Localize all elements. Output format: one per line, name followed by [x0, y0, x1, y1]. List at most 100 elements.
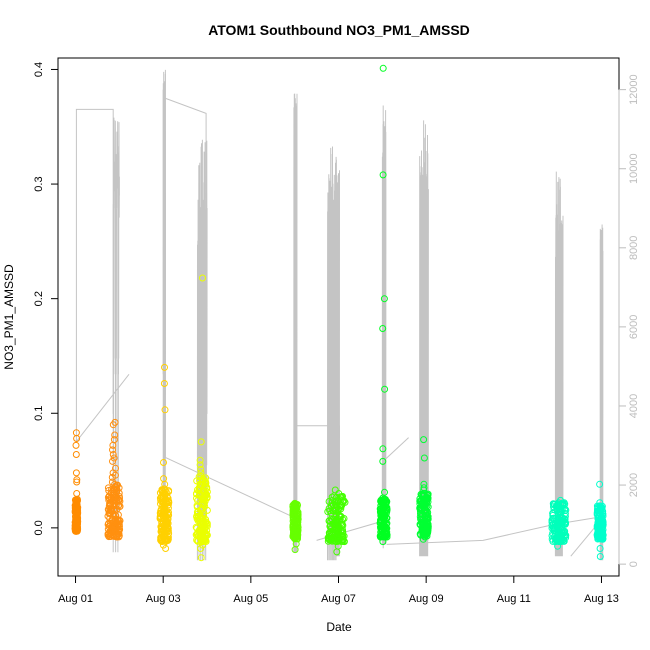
data-point [555, 499, 562, 507]
data-point [161, 480, 169, 488]
data-point [420, 507, 428, 515]
data-point [109, 421, 117, 429]
data-point [73, 476, 81, 484]
data-point [379, 325, 387, 332]
altitude-spike-cluster [599, 224, 604, 561]
data-point [116, 517, 124, 525]
data-point [156, 514, 164, 522]
series-aug-01 [71, 429, 82, 535]
data-point [383, 514, 391, 522]
data-point [195, 484, 203, 492]
data-point [197, 545, 204, 552]
series-aug-06 [289, 499, 302, 554]
data-point [198, 499, 206, 507]
series-aug-08 [376, 64, 391, 546]
data-point [332, 525, 340, 533]
altitude-segment [164, 69, 293, 518]
y2-tick-label: 4000 [628, 394, 640, 418]
x-tick-label: Aug 13 [584, 593, 619, 605]
data-point [420, 490, 428, 497]
x-tick-label: Aug 07 [321, 593, 356, 605]
data-point [333, 548, 341, 556]
data-point [161, 406, 169, 414]
data-point [379, 171, 387, 179]
data-point [381, 385, 389, 393]
data-point [165, 511, 173, 519]
data-point [327, 522, 335, 529]
altitude-segment [382, 437, 409, 462]
data-point [197, 469, 205, 477]
data-point [596, 553, 604, 560]
data-point [200, 500, 208, 508]
data-point [555, 530, 563, 537]
data-point [161, 510, 169, 518]
data-point [290, 529, 297, 537]
data-point [104, 493, 112, 501]
data-point [383, 533, 391, 541]
data-point [596, 545, 604, 552]
altitude-line-layer [75, 69, 604, 561]
data-point [197, 438, 205, 446]
data-point [195, 527, 203, 534]
y2-tick-label: 2000 [628, 473, 640, 497]
data-point [553, 522, 561, 530]
data-point [290, 519, 298, 527]
x-tick-label: Aug 09 [409, 593, 444, 605]
series-aug-13 [593, 480, 607, 560]
data-point [339, 522, 347, 530]
x-tick-label: Aug 11 [497, 593, 531, 605]
data-point [109, 451, 117, 458]
y-tick-label: 0.3 [33, 176, 45, 191]
data-point [73, 478, 81, 486]
y-tick-label: 0.1 [33, 406, 45, 421]
data-point [162, 545, 170, 552]
data-point [73, 490, 81, 497]
data-point [112, 483, 120, 491]
data-point [159, 489, 167, 497]
data-point [159, 537, 167, 545]
data-point [73, 510, 81, 518]
altitude-spike-cluster [419, 120, 429, 557]
data-point [109, 446, 116, 454]
data-point [420, 454, 428, 462]
y2-tick-label: 12000 [628, 74, 640, 105]
data-point [105, 509, 113, 517]
data-point [554, 542, 562, 550]
altitude-segment [75, 108, 114, 442]
data-point [596, 480, 604, 488]
y-axis-label: NO3_PM1_AMSSD [2, 264, 16, 370]
data-point [420, 486, 428, 494]
data-point [294, 511, 302, 519]
data-point [110, 454, 118, 462]
data-point [72, 441, 80, 449]
data-point [379, 457, 387, 465]
data-point [324, 534, 332, 542]
x-axis-label: Date [326, 620, 352, 634]
data-point [599, 517, 607, 525]
data-point [199, 515, 206, 523]
y2-tick-label: 10000 [628, 153, 640, 184]
y-tick-label: 0.2 [33, 291, 45, 306]
data-point [199, 526, 207, 534]
data-point [72, 451, 80, 458]
data-point [73, 524, 80, 532]
data-point [112, 533, 120, 541]
data-point [164, 497, 172, 505]
x-tick-label: Aug 03 [146, 593, 181, 605]
data-point [293, 535, 301, 543]
data-point [418, 525, 426, 533]
data-point [199, 541, 207, 549]
y-axis: 0.0 0.1 0.2 0.3 0.4 [33, 62, 59, 536]
data-point [596, 499, 604, 507]
data-point [109, 492, 117, 500]
data-point [292, 503, 299, 511]
y2-tick-label: 8000 [628, 236, 640, 260]
data-point [109, 469, 117, 477]
data-point [161, 363, 168, 371]
data-point [115, 522, 123, 530]
altitude-segment [386, 516, 602, 545]
series-aug-09 [416, 436, 432, 543]
data-point [73, 526, 81, 534]
series-aug-02 [104, 418, 124, 541]
